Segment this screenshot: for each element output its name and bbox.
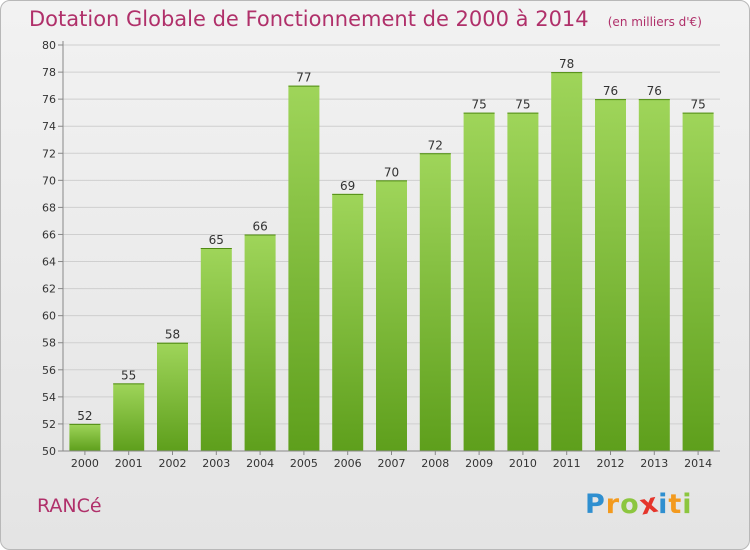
bar-2012 bbox=[595, 99, 626, 451]
value-label-2007: 70 bbox=[384, 165, 399, 179]
commune-name: RANCé bbox=[37, 495, 102, 517]
y-tick-label: 76 bbox=[42, 93, 56, 106]
chart-title-block: Dotation Globale de Fonctionnement de 20… bbox=[29, 7, 702, 31]
chart-title: Dotation Globale de Fonctionnement de 20… bbox=[29, 7, 589, 31]
x-tick-label-2008: 2008 bbox=[421, 457, 449, 470]
value-label-2001: 55 bbox=[121, 368, 136, 382]
y-tick-label: 68 bbox=[42, 201, 56, 214]
labels: 50 52 54 56 58 60 62 64 66 68 70 72 74 76 78 80 52 2000 55… bbox=[42, 39, 712, 470]
chart-subtitle: (en milliers d'€) bbox=[607, 15, 702, 29]
bar-2001 bbox=[113, 383, 145, 451]
logo-letter: i bbox=[682, 489, 693, 520]
value-label-2012: 76 bbox=[603, 84, 618, 98]
logo-letter: t bbox=[668, 489, 683, 520]
x-tick-label-2014: 2014 bbox=[684, 457, 712, 470]
logo-letter: i bbox=[658, 489, 669, 520]
x-tick-label-2012: 2012 bbox=[597, 457, 625, 470]
value-label-2005: 77 bbox=[296, 71, 311, 85]
x-tick-label-2013: 2013 bbox=[640, 457, 668, 470]
y-tick-label: 78 bbox=[42, 66, 56, 79]
x-tick-label-2010: 2010 bbox=[509, 457, 537, 470]
bars bbox=[69, 72, 714, 452]
bar-2005 bbox=[288, 85, 320, 451]
y-tick-label: 66 bbox=[42, 228, 56, 241]
x-tick-label-2003: 2003 bbox=[202, 457, 230, 470]
y-tick-label: 54 bbox=[42, 391, 56, 404]
bar-2013 bbox=[638, 99, 670, 451]
bar-2007 bbox=[376, 180, 407, 452]
x-tick-label-2001: 2001 bbox=[115, 457, 143, 470]
proxiti-logo: Proxiti bbox=[585, 487, 693, 521]
value-label-2000: 52 bbox=[77, 409, 92, 423]
value-label-2004: 66 bbox=[252, 219, 267, 233]
value-label-2002: 58 bbox=[165, 328, 180, 342]
value-label-2014: 75 bbox=[690, 98, 705, 112]
bar-2011 bbox=[551, 72, 583, 452]
x-tick-label-2011: 2011 bbox=[553, 457, 581, 470]
x-tick-label-2000: 2000 bbox=[71, 457, 99, 470]
y-tick-label: 60 bbox=[42, 310, 56, 323]
bar-2003 bbox=[200, 248, 232, 451]
y-tick-label: 80 bbox=[42, 39, 56, 52]
y-tick-label: 72 bbox=[42, 147, 56, 160]
y-tick-label: 50 bbox=[42, 445, 56, 458]
bar-2004 bbox=[244, 234, 276, 451]
value-label-2010: 75 bbox=[515, 98, 530, 112]
x-tick-label-2007: 2007 bbox=[378, 457, 406, 470]
value-label-2006: 69 bbox=[340, 179, 355, 193]
bar-2006 bbox=[332, 193, 364, 451]
y-tick-label: 52 bbox=[42, 418, 56, 431]
logo-letter: P bbox=[585, 489, 606, 520]
x-tick-label-2006: 2006 bbox=[334, 457, 362, 470]
value-label-2009: 75 bbox=[471, 98, 486, 112]
x-tick-label-2004: 2004 bbox=[246, 457, 274, 470]
bar-2009 bbox=[463, 112, 495, 452]
axes bbox=[58, 41, 720, 455]
value-label-2011: 78 bbox=[559, 57, 574, 71]
logo-letter: r bbox=[605, 489, 621, 520]
y-tick-label: 58 bbox=[42, 337, 56, 350]
logo-letter: o bbox=[620, 489, 640, 520]
bar-2014 bbox=[682, 112, 714, 452]
value-label-2003: 65 bbox=[209, 233, 224, 247]
value-label-2008: 72 bbox=[428, 138, 443, 152]
x-tick-label-2005: 2005 bbox=[290, 457, 318, 470]
y-tick-label: 56 bbox=[42, 364, 56, 377]
x-tick-label-2009: 2009 bbox=[465, 457, 493, 470]
bar-2002 bbox=[157, 342, 188, 451]
bar-2010 bbox=[507, 112, 539, 452]
y-tick-label: 74 bbox=[42, 120, 56, 133]
x-tick-label-2002: 2002 bbox=[159, 457, 187, 470]
bar-2000 bbox=[69, 423, 101, 451]
y-tick-label: 64 bbox=[42, 256, 56, 269]
value-label-2013: 76 bbox=[647, 84, 662, 98]
y-tick-label: 70 bbox=[42, 174, 56, 187]
bar-2008 bbox=[419, 153, 451, 451]
y-tick-label: 62 bbox=[42, 283, 56, 296]
